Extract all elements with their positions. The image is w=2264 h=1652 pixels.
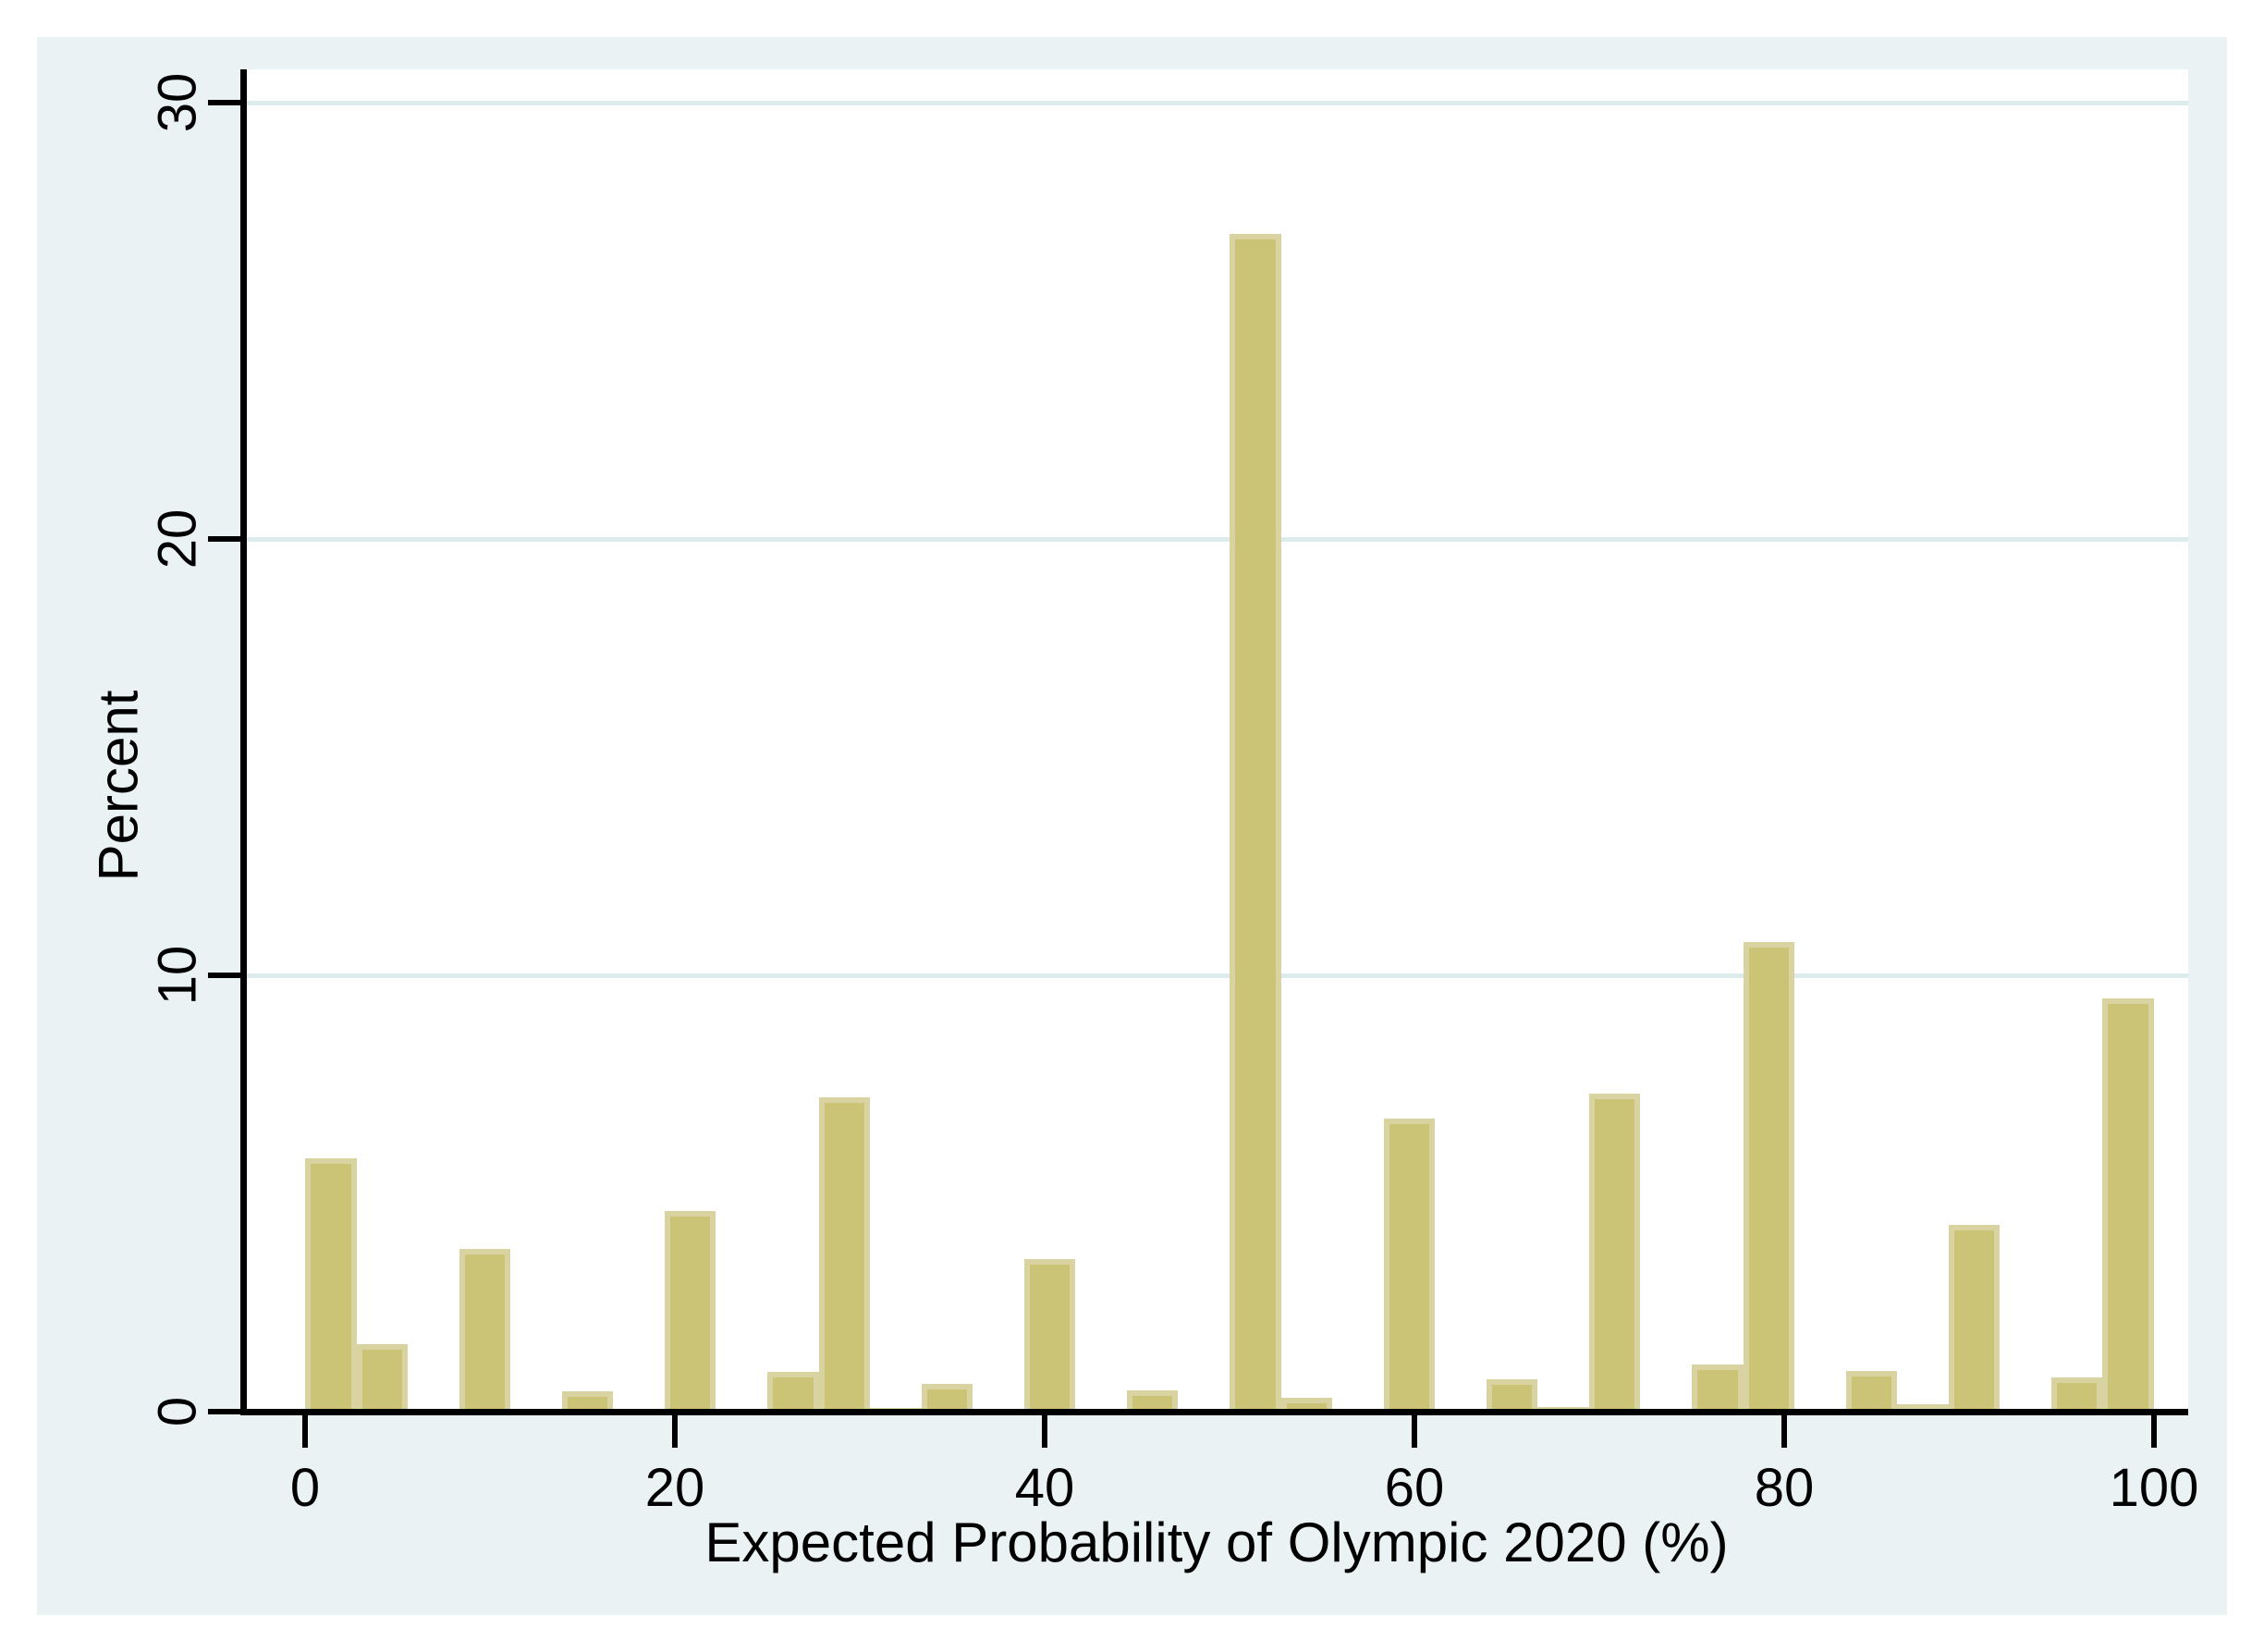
histogram-bar: [1126, 1389, 1179, 1412]
histogram-bar: [1230, 233, 1281, 1412]
histogram-bar: [664, 1210, 716, 1412]
x-tick-40: [1042, 1415, 1047, 1448]
histogram-bar: [1743, 942, 1795, 1412]
y-gridline-10: [246, 973, 2188, 978]
y-tick-30: [208, 100, 240, 105]
x-tick-label-20: 20: [644, 1458, 705, 1518]
histogram-bar: [921, 1383, 973, 1412]
y-gridline-20: [246, 537, 2188, 542]
y-axis-line: [240, 69, 247, 1414]
x-tick-label-40: 40: [1014, 1458, 1075, 1518]
x-tick-0: [302, 1415, 308, 1448]
histogram-bar: [1692, 1364, 1744, 1412]
histogram-bar: [459, 1248, 511, 1412]
histogram-bar: [1486, 1379, 1538, 1412]
y-axis-title: Percent: [87, 690, 150, 882]
x-tick-80: [1781, 1415, 1787, 1448]
histogram-bar: [1948, 1224, 2001, 1412]
histogram-bar: [1023, 1258, 1076, 1412]
y-tick-0: [208, 1409, 240, 1414]
histogram-bar: [2050, 1377, 2103, 1412]
y-tick-label-20: 20: [147, 508, 208, 569]
x-tick-label-60: 60: [1384, 1458, 1445, 1518]
x-axis-line: [240, 1409, 2188, 1415]
plot-area: [246, 69, 2188, 1413]
y-gridline-30: [246, 101, 2188, 105]
y-tick-label-10: 10: [147, 945, 208, 1006]
x-tick-60: [1412, 1415, 1417, 1448]
histogram-bar: [1845, 1371, 1898, 1412]
x-tick-label-0: 0: [289, 1458, 321, 1518]
histogram-bar: [1383, 1118, 1436, 1412]
y-tick-20: [208, 536, 240, 542]
histogram-bar: [767, 1372, 819, 1412]
x-tick-100: [2151, 1415, 2157, 1448]
graph-background: 0 10 20 30 0 20 40 60 80 100 Percent Expected Pr…: [37, 37, 2227, 1615]
histogram-bar: [561, 1390, 614, 1412]
x-axis-title: Expected Probability of Olympic 2020 (%): [704, 1511, 1729, 1573]
histogram-bar: [1588, 1093, 1641, 1412]
histogram-bar: [1280, 1397, 1333, 1412]
histogram-bar: [2102, 998, 2154, 1412]
x-tick-label-100: 100: [2109, 1458, 2199, 1518]
x-tick-20: [672, 1415, 678, 1448]
histogram-bar: [818, 1097, 871, 1412]
histogram-bar: [356, 1343, 409, 1412]
y-tick-label-0: 0: [147, 1396, 208, 1427]
x-tick-label-80: 80: [1754, 1458, 1815, 1518]
histogram-bar: [305, 1157, 357, 1412]
histogram-bar: [1897, 1403, 1949, 1412]
y-tick-10: [208, 973, 240, 978]
y-tick-label-30: 30: [147, 72, 208, 133]
